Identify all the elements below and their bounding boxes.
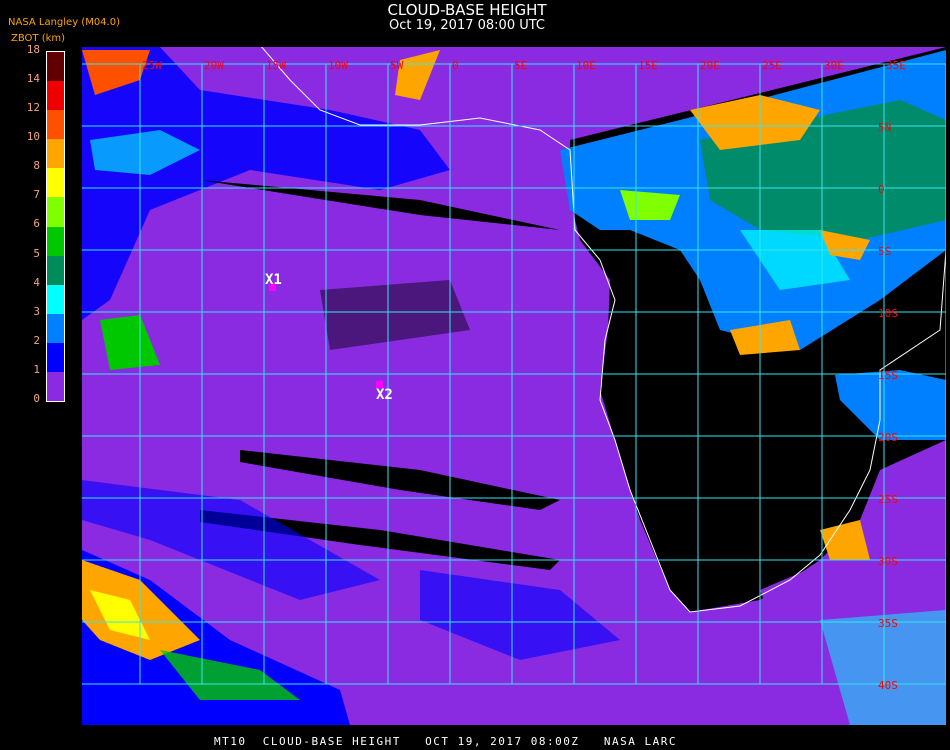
color-scale-tick-label: 2	[33, 333, 40, 347]
longitude-label: 5E	[514, 59, 527, 72]
longitude-label: 20W	[204, 59, 224, 72]
color-scale-tick-label: 3	[33, 304, 40, 318]
latitude-label: 5S	[878, 245, 891, 258]
cloud-patch	[82, 480, 380, 600]
map-timestamp: Oct 19, 2017 08:00 UTC	[389, 18, 545, 33]
cloud-region-northwest	[82, 47, 450, 320]
marker-x1-point	[269, 284, 276, 291]
cloud-patch	[620, 190, 680, 220]
latitude-label: 5N	[878, 121, 891, 134]
marker-x1-label: X1	[265, 272, 282, 288]
longitude-label: 15E	[638, 59, 658, 72]
color-scale-swatch	[47, 342, 64, 372]
legend-source: NASA Langley (M04.0)	[8, 17, 120, 28]
latitude-label: 0	[878, 183, 885, 196]
color-scale-swatch	[47, 139, 64, 169]
latitude-label: 10S	[878, 307, 898, 320]
clear-streak	[200, 180, 560, 230]
color-scale-tick-label: 6	[33, 217, 40, 231]
cloud-patch	[690, 95, 820, 150]
color-scale-bar	[46, 51, 65, 402]
longitude-label: 5W	[390, 59, 404, 72]
latitude-label: 20S	[878, 431, 898, 444]
latitude-label: 35S	[878, 617, 898, 630]
marker-x2-point	[376, 381, 383, 388]
latitude-label: 25S	[878, 493, 898, 506]
color-scale-swatch	[47, 371, 64, 401]
cloud-patch	[420, 570, 620, 660]
color-scale-swatch	[47, 110, 64, 140]
longitude-label: 25E	[762, 59, 782, 72]
point-markers: X1 X2	[265, 272, 393, 403]
color-scale-swatch	[47, 168, 64, 198]
color-scale-swatch	[47, 197, 64, 227]
coastline	[261, 47, 946, 613]
cloud-region-northwest-high	[82, 50, 150, 95]
cloud-patch	[395, 50, 440, 100]
longitude-label: 15W	[266, 59, 286, 72]
color-scale-tick-label: 10	[26, 130, 40, 144]
clear-streak	[240, 450, 560, 510]
latitude-label: 15S	[878, 369, 898, 382]
color-scale-swatch	[47, 226, 64, 256]
color-scale-tick-label: 0	[33, 392, 40, 405]
latitude-label: 30S	[878, 555, 898, 568]
marker-x2-label: X2	[376, 387, 393, 403]
cloud-patch	[82, 560, 200, 660]
color-scale-tick-label: 1	[33, 362, 40, 376]
lat-lon-grid: 25W 20W 15W 10W 5W 0 5E 10E 15E 20E 25E 30E 35E 5N 0 5S…	[82, 59, 946, 692]
cloud-patch	[100, 315, 160, 370]
latitude-label: 40S	[878, 679, 898, 692]
longitude-label: 30E	[824, 59, 844, 72]
color-scale-tick-label: 14	[26, 71, 40, 85]
color-scale-swatch	[47, 81, 64, 111]
color-scale-swatch	[47, 284, 64, 314]
longitude-label: 25W	[142, 59, 162, 72]
color-scale-tick-label: 12	[26, 101, 40, 114]
cloud-patch	[730, 320, 800, 355]
map-title: CLOUD-BASE HEIGHT	[387, 1, 547, 19]
color-scale-swatch	[47, 313, 64, 343]
cloud-patch	[835, 370, 946, 440]
cloud-patch	[820, 230, 870, 260]
longitude-label: 0	[452, 59, 459, 72]
longitude-label: 20E	[700, 59, 720, 72]
cloud-patch	[90, 130, 200, 175]
color-scale-tick-label: 4	[33, 275, 40, 289]
longitude-label: 10W	[328, 59, 348, 72]
clear-streak	[320, 280, 470, 350]
color-scale-tick-label: 8	[33, 159, 40, 173]
color-scale-swatch	[47, 52, 64, 82]
footer-caption: MT10 CLOUD-BASE HEIGHT OCT 19, 2017 08:0…	[214, 735, 677, 748]
cloud-patch	[160, 650, 300, 700]
color-scale-swatch	[47, 255, 64, 285]
color-scale-tick-label: 18	[26, 42, 40, 56]
clear-streak	[200, 510, 560, 570]
cloud-patch	[90, 590, 150, 640]
cloud-patch	[820, 520, 870, 560]
color-scale-tick-label: 5	[33, 246, 40, 260]
legend-variable: ZBOT (km)	[11, 33, 66, 44]
color-scale-tick-label: 7	[33, 188, 40, 202]
longitude-label: 10E	[576, 59, 596, 72]
longitude-label: 35E	[886, 59, 906, 72]
cloud-patch	[820, 610, 946, 725]
